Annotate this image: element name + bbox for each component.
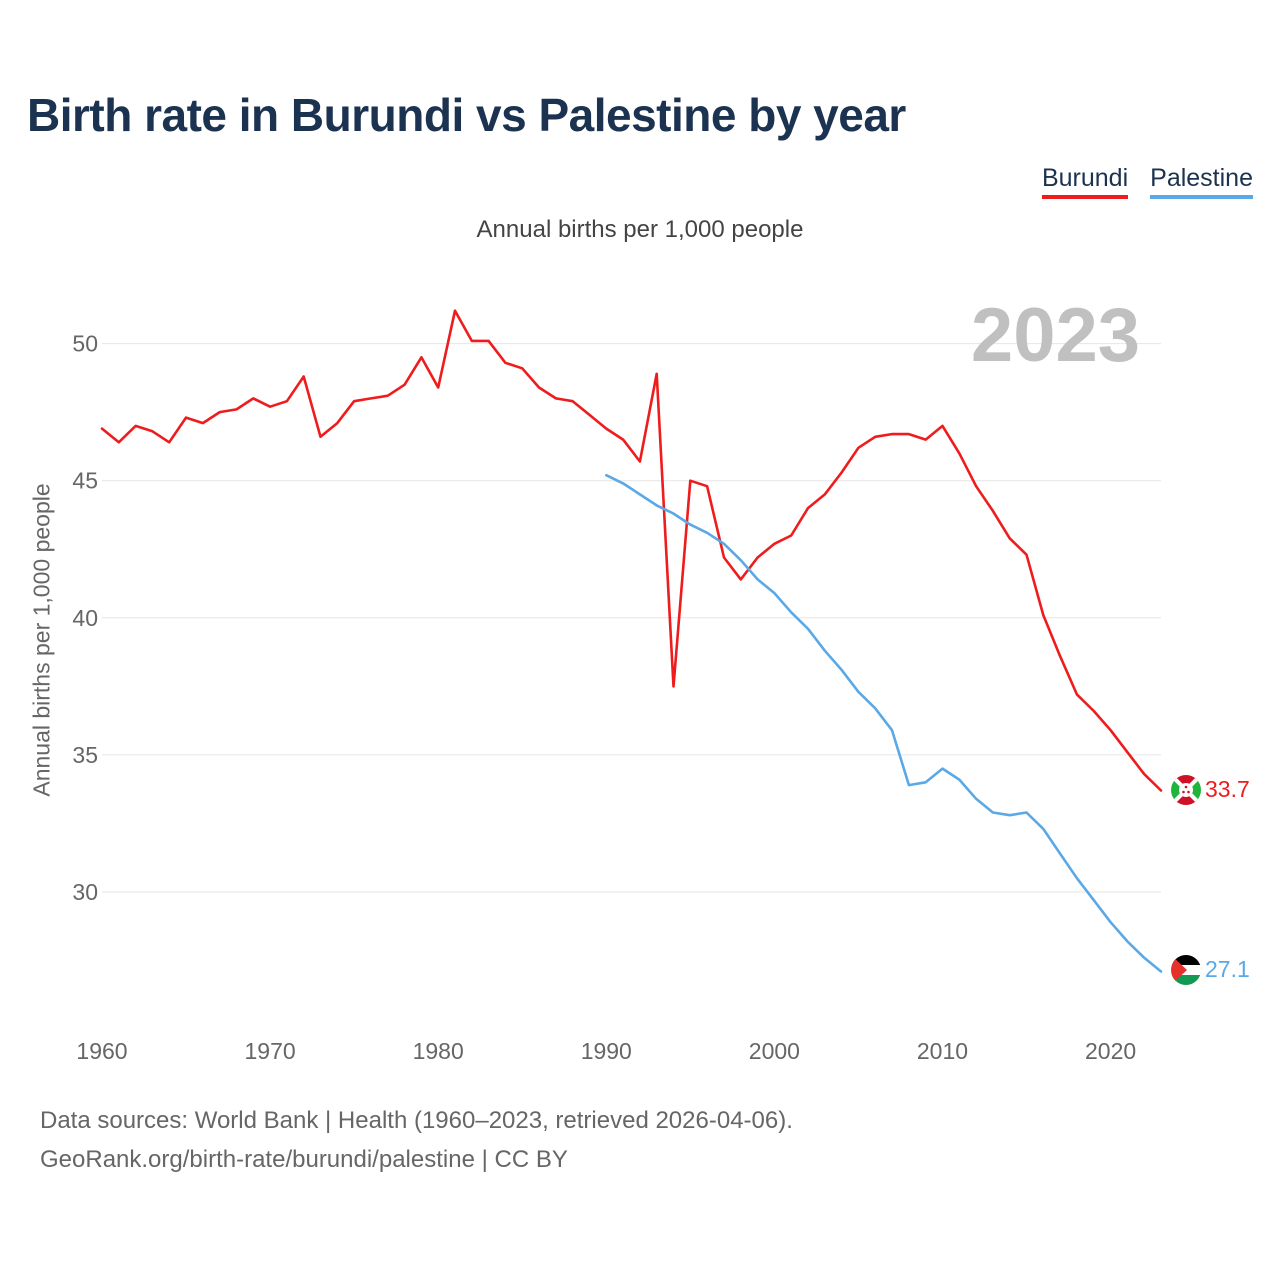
y-tick-label: 40: [72, 605, 98, 631]
line-chart: 30 35 40 45 50 1960 1970 1980 1990 2000 2010 2020 2…: [72, 293, 1250, 1064]
chart-title: Birth rate in Burundi vs Palestine by ye…: [27, 89, 906, 141]
legend-item-burundi[interactable]: Burundi: [1041, 164, 1129, 199]
y-tick-label: 30: [72, 879, 98, 905]
legend: Burundi Palestine: [1041, 164, 1253, 199]
x-tick-label: 2000: [749, 1038, 800, 1064]
year-watermark: 2023: [971, 293, 1140, 378]
x-tick-label: 1990: [581, 1038, 632, 1064]
source-note: Data sources: World Bank | Health (1960–…: [40, 1107, 793, 1134]
series-line-burundi[interactable]: [100, 309, 1163, 792]
y-tick-label: 50: [72, 331, 98, 357]
chart-subtitle: Annual births per 1,000 people: [476, 216, 804, 243]
legend-item-palestine[interactable]: Palestine: [1150, 164, 1253, 199]
x-tick-label: 1960: [76, 1038, 127, 1064]
source-link[interactable]: GeoRank.org/birth-rate/burundi/palestine…: [40, 1146, 568, 1173]
x-tick-label: 2020: [1085, 1038, 1136, 1064]
y-tick-label: 35: [72, 742, 98, 768]
burundi-flag-icon: [1171, 775, 1201, 805]
series-line-palestine[interactable]: [604, 473, 1163, 973]
burundi-end-label: 33.7: [1205, 776, 1250, 802]
palestine-end-label: 27.1: [1205, 956, 1250, 982]
x-tick-label: 2010: [917, 1038, 968, 1064]
palestine-flag-icon: [1171, 955, 1201, 985]
y-tick-label: 45: [72, 468, 98, 494]
x-tick-label: 1970: [245, 1038, 296, 1064]
x-tick-label: 1980: [413, 1038, 464, 1064]
